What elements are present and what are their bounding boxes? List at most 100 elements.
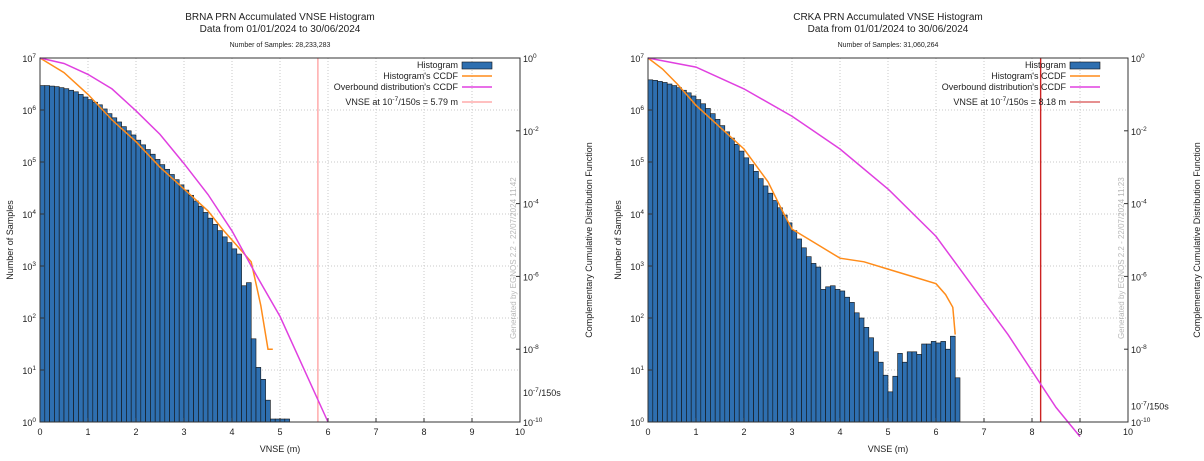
- histogram-bar: [916, 354, 922, 423]
- legend-histogram-swatch: [1069, 61, 1101, 70]
- histogram-bar: [116, 121, 122, 423]
- histogram-bar: [729, 137, 735, 423]
- histogram-bar: [169, 174, 175, 423]
- x-tick-label: 1: [693, 427, 698, 437]
- x-axis-label: VNSE (m): [260, 444, 301, 454]
- histogram-bar: [260, 379, 266, 423]
- legend-histogram-label: Histogram: [1025, 60, 1066, 70]
- y2-tick-label: 10-2: [523, 126, 539, 137]
- histogram-bar: [767, 192, 774, 423]
- x-tick-label: 6: [933, 427, 938, 437]
- histogram-bar: [935, 342, 942, 423]
- histogram-bar: [945, 348, 951, 423]
- histogram-bar: [902, 361, 908, 423]
- y2-tick-label: 10-6: [523, 271, 539, 282]
- y2-tick-label: 10-4: [1131, 199, 1147, 210]
- histogram-bar: [82, 96, 89, 423]
- histogram-bar: [236, 253, 242, 423]
- histogram-bar: [762, 185, 769, 423]
- y2-tick-label: 10-10: [1131, 417, 1151, 428]
- histogram-bar: [873, 351, 879, 423]
- histogram-bar: [154, 159, 161, 423]
- histogram-bar: [738, 150, 745, 423]
- x-tick-label: 9: [1077, 427, 1082, 437]
- histogram-bar: [255, 367, 262, 423]
- histogram-bar: [748, 164, 754, 423]
- generated-watermark: Generated by EGNOS 2.2 - 22/07/2024 11:4…: [509, 177, 518, 339]
- x-tick-label: 4: [837, 427, 842, 437]
- y-tick-label: 103: [630, 261, 644, 272]
- histogram-bars: [647, 79, 961, 423]
- histogram-bar: [657, 81, 663, 423]
- histogram-bar: [97, 104, 103, 423]
- histogram-bar: [906, 351, 913, 423]
- histogram-bar: [198, 205, 204, 423]
- legend-vnse-label: VNSE at 10-7/150s = 8.18 m: [953, 96, 1066, 107]
- histogram-bar: [710, 113, 716, 423]
- y2-tick-label: 10-4: [523, 199, 539, 210]
- histogram-bar: [815, 266, 822, 423]
- histogram-bar: [135, 139, 142, 423]
- histogram-bar: [111, 117, 118, 423]
- histogram-bar: [849, 302, 855, 423]
- y-tick-label: 103: [22, 261, 36, 272]
- y-tick-label: 105: [630, 157, 644, 168]
- y2-special-label: 10-7/150s: [1131, 401, 1169, 412]
- chart-panel-2: CRKA PRN Accumulated VNSE HistogramData …: [613, 12, 1202, 454]
- y-tick-label: 107: [630, 53, 644, 64]
- y-tick-label: 105: [22, 157, 36, 168]
- histogram-bar: [705, 108, 711, 423]
- histogram-bar: [681, 89, 687, 423]
- chart-title: CRKA PRN Accumulated VNSE Histogram: [793, 12, 983, 23]
- histogram-bar: [662, 82, 668, 423]
- histogram-bar: [183, 189, 190, 423]
- histogram-bar: [49, 85, 55, 423]
- chart-title: BRNA PRN Accumulated VNSE Histogram: [185, 12, 375, 23]
- histogram-bar: [78, 94, 84, 423]
- histogram-bar: [690, 95, 697, 423]
- x-tick-label: 2: [741, 427, 746, 437]
- x-tick-label: 10: [1123, 427, 1133, 437]
- histogram-bar: [930, 341, 937, 423]
- histogram-bar: [226, 242, 233, 423]
- y2-tick-label: 10-8: [1131, 344, 1147, 355]
- histogram-bar: [921, 343, 927, 423]
- histogram-bar: [844, 296, 850, 423]
- x-tick-label: 7: [981, 427, 986, 437]
- overbound-ccdf-line: [647, 57, 1081, 438]
- legend-overbound-label: Overbound distribution's CCDF: [942, 82, 1067, 92]
- chart-subtitle: Data from 01/01/2024 to 30/06/2024: [200, 24, 361, 35]
- y2-special-label: 10-7/150s: [523, 387, 561, 398]
- histogram-bar: [777, 207, 783, 423]
- histogram-bar: [858, 317, 865, 423]
- histogram-bar: [892, 375, 898, 423]
- histogram-bar: [63, 88, 70, 423]
- histogram-bar: [820, 289, 826, 423]
- x-tick-label: 8: [1029, 427, 1034, 437]
- y2-axis-label: Complementary Cumulative Distribution Fu…: [1192, 142, 1202, 338]
- histogram-bar: [202, 212, 209, 423]
- histogram-bar: [39, 85, 46, 423]
- y-tick-label: 102: [630, 313, 644, 324]
- histogram-bar: [719, 125, 726, 423]
- legend-hist-ccdf-label: Histogram's CCDF: [383, 71, 458, 81]
- histogram-bar: [666, 83, 673, 423]
- histogram-bar: [758, 178, 764, 423]
- histogram-bar: [58, 87, 65, 423]
- y2-tick-label: 100: [523, 53, 537, 64]
- y2-tick-label: 10-6: [1131, 271, 1147, 282]
- histogram-bar: [801, 247, 807, 423]
- y-tick-label: 102: [22, 313, 36, 324]
- histogram-bar: [102, 108, 108, 423]
- y-tick-label: 101: [22, 365, 36, 376]
- samples-count: Number of Samples: 31,060,264: [838, 42, 939, 49]
- histogram-bar: [246, 282, 252, 423]
- y-tick-label: 100: [22, 417, 36, 428]
- histogram-bar: [647, 79, 654, 423]
- x-tick-label: 6: [325, 427, 330, 437]
- histogram-bar: [174, 179, 180, 423]
- y-tick-label: 104: [630, 209, 644, 220]
- samples-count: Number of Samples: 28,233,283: [230, 42, 331, 49]
